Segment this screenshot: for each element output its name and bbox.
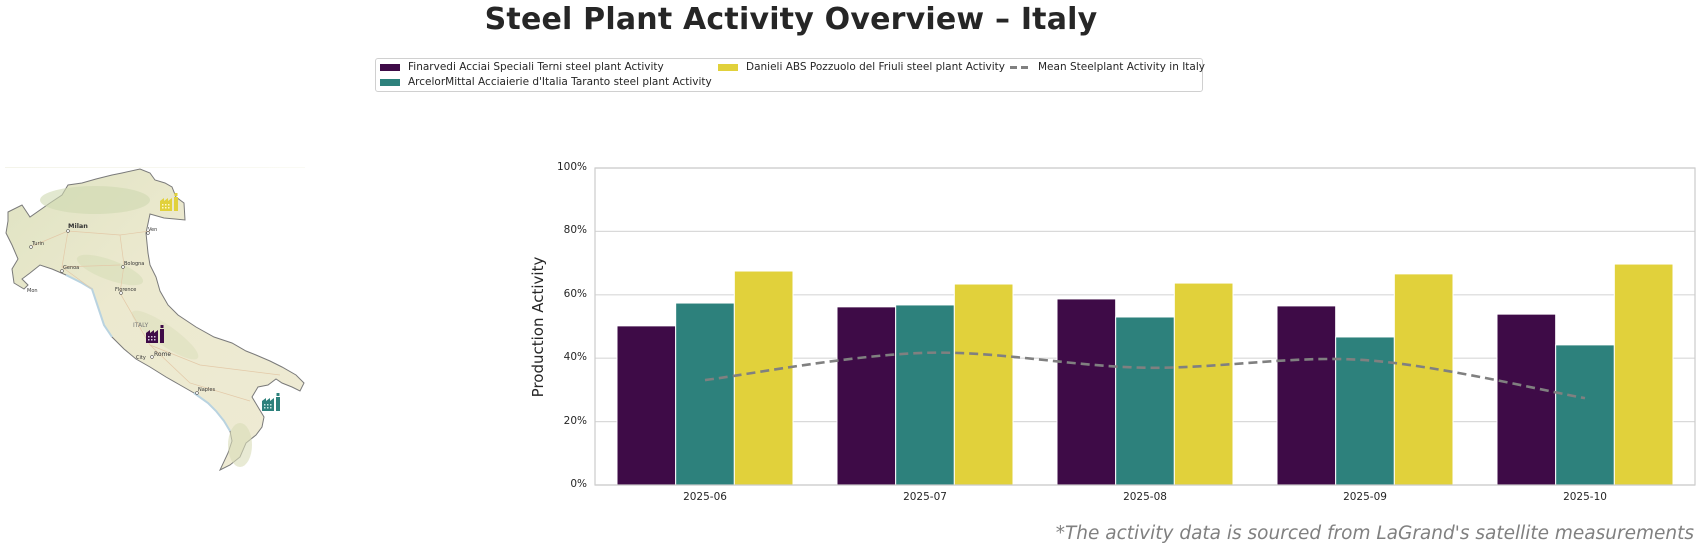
bar-terni-2025-07	[836, 306, 897, 486]
x-tick-label: 2025-07	[903, 491, 947, 503]
bars	[616, 263, 1674, 486]
x-tick-label: 2025-09	[1343, 491, 1387, 503]
bar-danieli-2025-09	[1393, 273, 1454, 486]
legend-dash-mean	[1010, 65, 1030, 69]
mean-activity-line	[704, 351, 1586, 400]
bar-danieli-2025-10	[1613, 263, 1674, 486]
legend-label-danieli: Danieli ABS Pozzuolo del Friuli steel pl…	[746, 61, 1005, 73]
map-label-bologna: Bologna	[124, 261, 144, 267]
roads	[29, 230, 281, 402]
x-tick-label: 2025-08	[1123, 491, 1167, 503]
bar-danieli-2025-06	[733, 270, 794, 486]
central-terrain	[131, 310, 199, 360]
y-tick-label: 40%	[563, 351, 587, 364]
x-tick-label: 2025-10	[1563, 491, 1607, 503]
italy-map: Milan Turin Genoa Bologna Florence ITALY…	[0, 165, 310, 490]
bar-danieli-2025-07	[953, 283, 1014, 486]
x-tick-label: 2025-06	[683, 491, 727, 503]
bar-taranto-2025-06	[675, 302, 735, 486]
y-tick-label: 60%	[563, 287, 587, 300]
italy-map-svg: Milan Turin Genoa Bologna Florence ITALY…	[5, 168, 305, 472]
alps-terrain	[40, 186, 150, 214]
map-label-genoa: Genoa	[63, 265, 79, 271]
y-tick-label: 0%	[570, 478, 587, 490]
legend-swatch-terni	[380, 63, 400, 71]
legend-item-terni: Finarvedi Acciai Speciali Terni steel pl…	[380, 61, 664, 73]
chart-legend: Finarvedi Acciai Speciali Terni steel pl…	[375, 58, 1205, 92]
bar-terni-2025-10	[1496, 313, 1557, 486]
y-tick-label: 100%	[556, 161, 587, 173]
legend-item-mean: Mean Steelplant Activity in Italy	[1010, 61, 1205, 73]
factory-icon-taranto[interactable]	[262, 393, 280, 411]
y-tick-label: 20%	[563, 414, 587, 427]
map-label-turin: Turin	[31, 241, 44, 247]
map-label-milan: Milan	[68, 222, 88, 230]
coast-water	[65, 274, 113, 338]
city-markers	[29, 229, 199, 395]
bar-terni-2025-08	[1056, 298, 1117, 486]
factory-icon-terni[interactable]	[146, 325, 164, 343]
bar-taranto-2025-09	[1335, 336, 1395, 486]
bar-danieli-2025-08	[1173, 282, 1234, 486]
bar-taranto-2025-10	[1555, 344, 1615, 486]
legend-swatch-danieli	[718, 63, 738, 71]
map-label-city: City	[136, 355, 146, 361]
map-top-edge	[5, 167, 305, 168]
map-label-mon: Mon	[27, 288, 38, 294]
legend-label-mean: Mean Steelplant Activity in Italy	[1038, 61, 1205, 73]
bar-terni-2025-09	[1276, 305, 1337, 486]
legend-label-taranto: ArcelorMittal Acciaierie d'Italia Tarant…	[408, 76, 712, 88]
map-label-italy: ITALY	[133, 322, 149, 329]
map-label-venice: Ven	[148, 227, 157, 233]
legend-item-taranto: ArcelorMittal Acciaierie d'Italia Tarant…	[380, 76, 712, 88]
factory-icon-danieli[interactable]	[160, 193, 178, 211]
bar-terni-2025-06	[616, 325, 677, 486]
coast-water-south	[193, 392, 231, 432]
legend-item-danieli: Danieli ABS Pozzuolo del Friuli steel pl…	[718, 61, 1005, 73]
map-label-rome: Rome	[154, 351, 171, 358]
footnote: *The activity data is sourced from LaGra…	[1055, 523, 1694, 544]
page-title: Steel Plant Activity Overview – Italy	[484, 2, 1098, 37]
legend-swatch-taranto	[380, 78, 400, 86]
map-label-florence: Florence	[115, 287, 136, 293]
plot-frame	[594, 167, 1696, 486]
y-tick-label: 80%	[563, 224, 587, 237]
calabria-terrain	[228, 423, 252, 467]
bar-taranto-2025-08	[1115, 316, 1175, 486]
apennines-terrain	[76, 254, 144, 286]
legend-label-terni: Finarvedi Acciai Speciali Terni steel pl…	[408, 61, 664, 73]
mean-line-group	[704, 351, 1586, 400]
map-label-naples: Naples	[198, 387, 215, 393]
bar-taranto-2025-07	[895, 304, 955, 486]
